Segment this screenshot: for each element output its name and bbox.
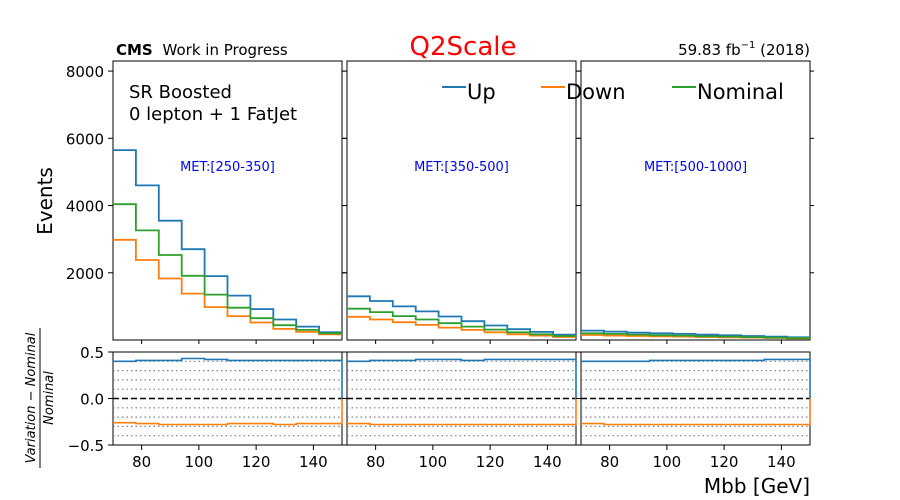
x-tick-label: 100 <box>185 453 214 471</box>
legend-label-down: Down <box>566 80 626 104</box>
panel-2: MET:[350-500] 80 100 120 140 <box>342 60 580 471</box>
ratio-step-up <box>113 357 343 399</box>
x-tick-label: 140 <box>533 453 562 471</box>
cms-label: CMS Work in Progress <box>116 41 288 59</box>
y-axis-label: Events <box>33 167 57 235</box>
x-tick-label: 100 <box>419 453 448 471</box>
main-axes-frame <box>346 60 577 341</box>
step-line-nominal <box>581 332 810 339</box>
lumi-label: 59.83 fb−1 (2018) <box>678 40 810 59</box>
x-tick-label: 120 <box>476 453 505 471</box>
ratio-label-numerator: Variation − Nominal <box>24 332 39 463</box>
met-bin-label: MET:[350-500] <box>414 160 509 175</box>
y-tick-label: 6000 <box>66 130 104 148</box>
cms-status: Work in Progress <box>163 41 288 59</box>
lumi-suffix: (2018) <box>755 41 810 59</box>
ratio-step-up <box>347 358 577 399</box>
y-tick-label: 2000 <box>66 265 104 283</box>
legend: Up Down Nominal <box>442 80 784 104</box>
panel-3: MET:[500-1000] 80 100 120 140 <box>576 60 814 471</box>
legend-label-nominal: Nominal <box>697 80 784 104</box>
step-line-nominal <box>113 203 342 335</box>
step-line-down <box>347 315 576 338</box>
x-tick-label: 140 <box>767 453 796 471</box>
ratio-label-denominator: Nominal <box>42 371 57 425</box>
legend-label-up: Up <box>467 80 496 104</box>
plot-title: Q2Scale <box>410 32 517 62</box>
ratio-y-tick-label: −0.5 <box>68 437 104 455</box>
x-tick-label: 80 <box>600 453 619 471</box>
y-tick-label: 4000 <box>66 198 104 216</box>
ratio-y-axis-label: Variation − Nominal Nominal <box>24 328 57 468</box>
x-tick-label: 80 <box>132 453 151 471</box>
step-line-nominal <box>347 307 576 337</box>
x-tick-label: 120 <box>242 453 271 471</box>
y-tick-label: 8000 <box>66 63 104 81</box>
panel-1: 2000 4000 6000 8000 MET:[250-350] −0.5 0.0 0.5 8… <box>66 60 346 471</box>
x-tick-label: 100 <box>653 453 682 471</box>
ratio-y-tick-label: 0.5 <box>80 344 104 362</box>
step-line-down <box>113 238 342 336</box>
main-axes-frame <box>580 60 811 341</box>
ratio-step-down <box>347 398 577 426</box>
ratio-step-down <box>113 398 343 426</box>
cms-bold: CMS <box>116 41 153 59</box>
ratio-y-tick-label: 0.0 <box>80 391 104 409</box>
lumi-exponent: −1 <box>741 40 756 51</box>
met-bin-label: MET:[500-1000] <box>644 160 747 175</box>
ratio-step-down <box>581 398 811 426</box>
region-line-1: SR Boosted <box>129 82 232 103</box>
x-tick-label: 120 <box>710 453 739 471</box>
ratio-step-up <box>581 358 811 399</box>
main-axes-frame <box>112 60 343 341</box>
region-line-2: 0 lepton + 1 FatJet <box>129 104 297 125</box>
met-bin-label: MET:[250-350] <box>180 160 275 175</box>
lumi-prefix: 59.83 fb <box>678 41 741 59</box>
x-tick-label: 140 <box>299 453 328 471</box>
x-axis-label: Mbb [GeV] <box>704 474 810 498</box>
panels-group: 2000 4000 6000 8000 MET:[250-350] −0.5 0.0 0.5 8… <box>66 60 814 471</box>
x-tick-label: 80 <box>366 453 385 471</box>
